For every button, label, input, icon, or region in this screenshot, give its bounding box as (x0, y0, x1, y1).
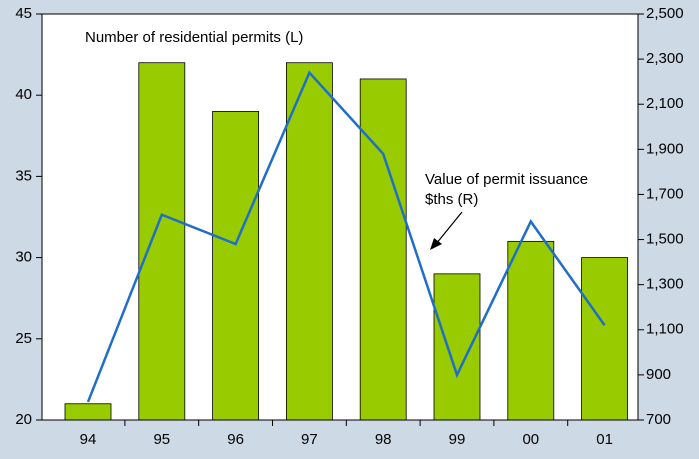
bar (433, 273, 481, 421)
y2-tick-label: 1,900 (646, 140, 684, 157)
y2-tick-label: 1,500 (646, 231, 684, 248)
x-tick-label: 00 (522, 431, 539, 448)
line-series (86, 70, 606, 403)
bar (212, 111, 260, 421)
x-tick-label: 99 (449, 431, 466, 448)
annotation-arrow (435, 211, 463, 245)
annotation: $ths (R) (425, 191, 478, 208)
y-tick-label: 40 (15, 86, 32, 103)
plot-border (41, 13, 639, 421)
x-tick-label: 96 (227, 431, 244, 448)
x-tick-label: 94 (80, 431, 97, 448)
annotation: Number of residential permits (L) (85, 29, 303, 46)
arrow-head (430, 238, 442, 250)
y-tick-label: 20 (15, 411, 32, 428)
bar (581, 257, 628, 421)
y2-tick-label: 2,500 (646, 5, 684, 22)
bar (64, 403, 112, 421)
y2-tick-label: 1,100 (646, 321, 684, 338)
bar (507, 240, 555, 421)
y2-tick-label: 2,100 (646, 95, 684, 112)
y2-tick-label: 1,700 (646, 185, 684, 202)
y-tick-label: 35 (15, 167, 32, 184)
y-tick-label: 25 (15, 330, 32, 347)
y-tick-label: 45 (15, 5, 32, 22)
x-tick-label: 01 (596, 431, 613, 448)
bar (359, 78, 407, 421)
y2-tick-label: 2,300 (646, 50, 684, 67)
x-tick-label: 95 (153, 431, 170, 448)
x-tick-label: 97 (301, 431, 318, 448)
x-tick-label: 98 (375, 431, 392, 448)
y2-tick-label: 700 (646, 411, 671, 428)
bar (138, 62, 186, 421)
y2-tick-label: 900 (646, 366, 671, 383)
y2-tick-label: 1,300 (646, 276, 684, 293)
bar (285, 62, 333, 421)
y-tick-label: 30 (15, 249, 32, 266)
annotation: Value of permit issuance (425, 171, 588, 188)
